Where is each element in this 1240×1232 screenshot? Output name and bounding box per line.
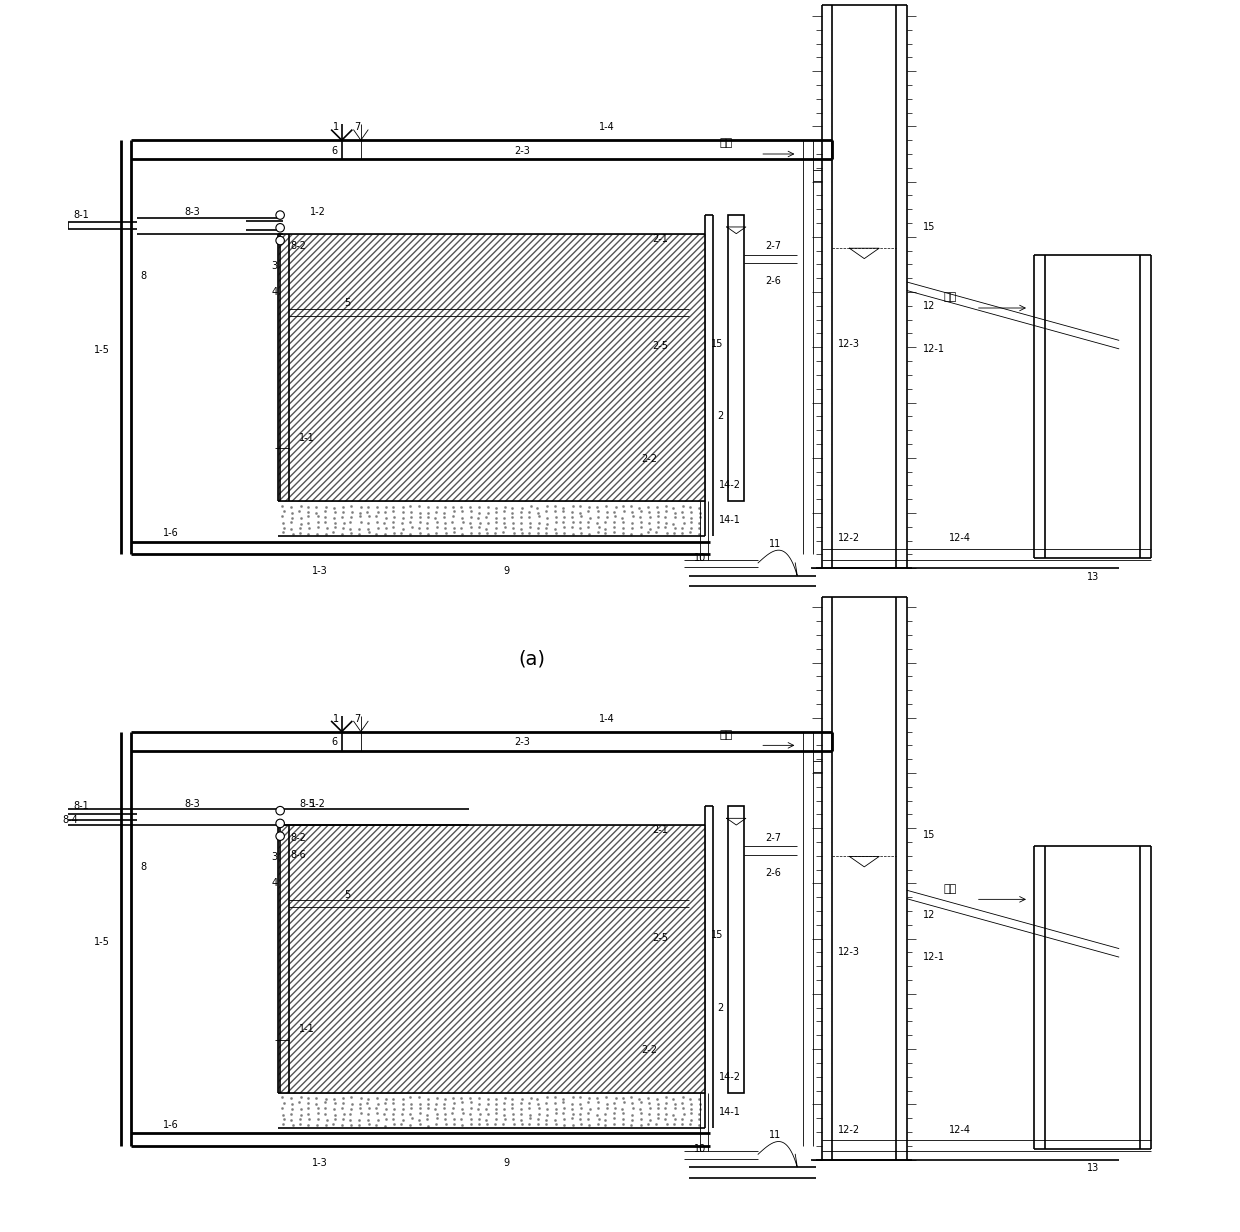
- Text: 进水: 进水: [720, 138, 733, 148]
- Text: 2-3: 2-3: [513, 145, 529, 155]
- Text: 9: 9: [503, 1158, 510, 1168]
- Text: 4: 4: [272, 878, 278, 888]
- Text: 8-1: 8-1: [73, 209, 89, 219]
- Circle shape: [275, 832, 284, 840]
- Text: 2-1: 2-1: [652, 825, 667, 835]
- Text: 进水: 进水: [944, 292, 957, 302]
- Bar: [728, 214, 744, 501]
- Text: 2-7: 2-7: [765, 241, 781, 251]
- Bar: [728, 806, 744, 1093]
- Text: 8-6: 8-6: [290, 850, 306, 860]
- Text: 2-2: 2-2: [641, 453, 657, 463]
- Text: 10: 10: [694, 553, 707, 563]
- Text: 3: 3: [272, 260, 278, 271]
- Text: 2-5: 2-5: [652, 933, 668, 942]
- Text: 1: 1: [334, 122, 340, 133]
- Text: 1-2: 1-2: [310, 798, 326, 808]
- Text: 13: 13: [1086, 1163, 1099, 1173]
- Text: 2-7: 2-7: [765, 833, 781, 843]
- Text: 8-3: 8-3: [185, 207, 201, 217]
- Text: 8-1: 8-1: [73, 801, 89, 811]
- Text: 14-1: 14-1: [719, 1106, 740, 1116]
- Text: 8-3: 8-3: [185, 798, 201, 808]
- Text: 12-1: 12-1: [923, 952, 945, 962]
- Circle shape: [275, 819, 284, 828]
- Text: 进水: 进水: [720, 729, 733, 739]
- Text: 1-1: 1-1: [299, 432, 315, 442]
- Text: 8: 8: [140, 862, 146, 872]
- Text: 2-2: 2-2: [641, 1045, 657, 1055]
- Bar: [278, 234, 706, 501]
- Text: 1: 1: [334, 713, 340, 724]
- Text: 12: 12: [923, 302, 935, 312]
- Text: 5: 5: [343, 890, 350, 899]
- Text: 8-5: 8-5: [299, 798, 315, 808]
- Circle shape: [275, 807, 284, 814]
- Text: 2-6: 2-6: [765, 276, 781, 287]
- Text: 1-3: 1-3: [312, 1158, 327, 1168]
- Text: 1-6: 1-6: [164, 529, 179, 538]
- Text: 12-3: 12-3: [838, 339, 859, 349]
- Text: 2: 2: [718, 411, 724, 421]
- Text: 9: 9: [503, 567, 510, 577]
- Text: 10: 10: [694, 1145, 707, 1154]
- Text: 7: 7: [355, 122, 361, 133]
- Text: 2-6: 2-6: [765, 867, 781, 878]
- Circle shape: [275, 223, 284, 232]
- Text: 6: 6: [331, 737, 337, 747]
- Text: 2-3: 2-3: [513, 737, 529, 747]
- Text: 12: 12: [923, 909, 935, 919]
- Text: 8-2: 8-2: [290, 241, 306, 251]
- Text: 5: 5: [343, 298, 350, 308]
- Text: 6: 6: [331, 145, 337, 155]
- Text: 11: 11: [769, 1130, 781, 1140]
- Circle shape: [275, 211, 284, 219]
- Text: 12-3: 12-3: [838, 947, 859, 957]
- Text: 1-2: 1-2: [310, 207, 326, 217]
- Text: 1-4: 1-4: [599, 713, 615, 724]
- Text: 8: 8: [140, 271, 146, 281]
- Text: 2-1: 2-1: [652, 234, 667, 244]
- Text: 12-4: 12-4: [950, 533, 971, 543]
- Text: 8-4: 8-4: [62, 814, 78, 824]
- Text: 2: 2: [718, 1003, 724, 1013]
- Text: 7: 7: [355, 713, 361, 724]
- Text: 1-1: 1-1: [299, 1024, 315, 1034]
- Text: 1-4: 1-4: [599, 122, 615, 133]
- Text: 11: 11: [769, 538, 781, 548]
- Circle shape: [275, 237, 284, 245]
- Text: 进水: 进水: [944, 883, 957, 893]
- Text: (a): (a): [518, 649, 546, 669]
- Text: 12-2: 12-2: [838, 1125, 859, 1135]
- Text: 13: 13: [1086, 572, 1099, 582]
- Text: 1-6: 1-6: [164, 1120, 179, 1130]
- Text: 14-2: 14-2: [719, 480, 740, 490]
- Text: 4: 4: [272, 287, 278, 297]
- Text: 12-2: 12-2: [838, 533, 859, 543]
- Text: 14-2: 14-2: [719, 1072, 740, 1082]
- Text: 15: 15: [711, 339, 723, 349]
- Text: 2-5: 2-5: [652, 341, 668, 351]
- Text: 15: 15: [923, 222, 935, 232]
- Text: 1-3: 1-3: [312, 567, 327, 577]
- Text: 15: 15: [711, 930, 723, 940]
- Text: 14-1: 14-1: [719, 515, 740, 525]
- Text: 12-1: 12-1: [923, 344, 945, 354]
- Text: 15: 15: [923, 830, 935, 840]
- Text: 8-2: 8-2: [290, 833, 306, 843]
- Text: 3: 3: [272, 851, 278, 862]
- Bar: [278, 825, 706, 1093]
- Text: 1-5: 1-5: [94, 936, 109, 947]
- Text: 12-4: 12-4: [950, 1125, 971, 1135]
- Text: 1-5: 1-5: [94, 345, 109, 356]
